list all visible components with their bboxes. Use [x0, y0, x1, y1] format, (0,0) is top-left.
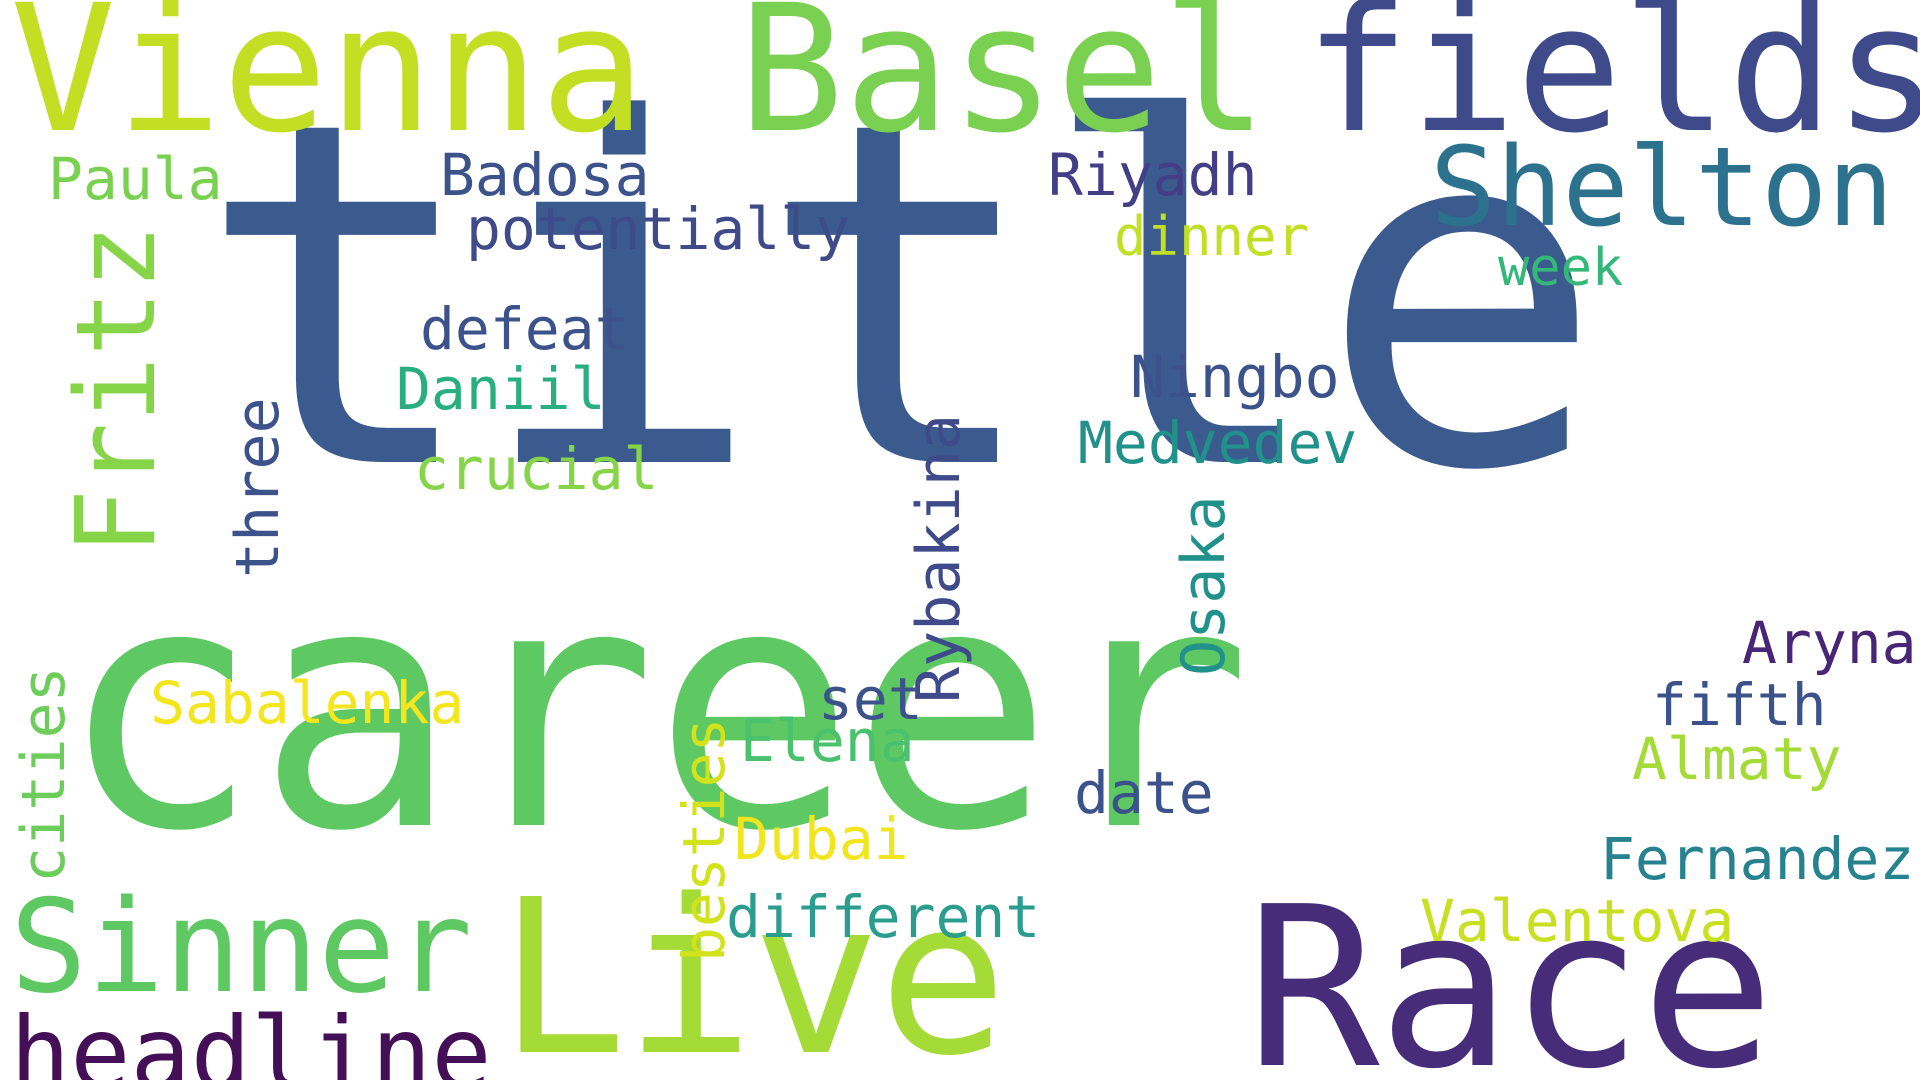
word-different: different	[726, 883, 1041, 951]
word-vienna: Vienna	[10, 0, 646, 172]
word-fields: fields	[1304, 0, 1920, 172]
word-potentially: potentially	[466, 195, 851, 263]
word-sinner: Sinner	[10, 873, 473, 1022]
word-riyadh: Riyadh	[1048, 141, 1258, 209]
word-headline: headline	[10, 995, 492, 1080]
word-live: Live	[498, 854, 1007, 1080]
word-paula: Paula	[48, 145, 223, 213]
word-basel: Basel	[738, 0, 1268, 172]
word-medvedev: Medvedev	[1078, 409, 1358, 477]
word-race: Race	[1246, 860, 1775, 1080]
word-ningbo: Ningbo	[1130, 343, 1340, 411]
word-crucial: crucial	[414, 435, 659, 503]
word-fernandez: Fernandez	[1600, 825, 1915, 893]
word-osaka: Osaka	[1169, 495, 1239, 676]
word-almaty: Almaty	[1632, 725, 1842, 793]
word-defeat: defeat	[420, 295, 630, 363]
word-fritz: Fritz	[52, 223, 180, 555]
word-sabalenka: Sabalenka	[150, 669, 465, 737]
word-elena: Elena	[740, 707, 915, 775]
word-valentova: Valentova	[1420, 887, 1735, 955]
word-dubai: Dubai	[734, 805, 909, 873]
word-set: set	[818, 665, 923, 733]
word-rybakina: Rybakina	[904, 414, 974, 703]
word-week: week	[1498, 238, 1624, 298]
word-date: date	[1074, 759, 1214, 827]
word-title: title	[196, 21, 1605, 575]
word-shelton: Shelton	[1430, 123, 1894, 251]
word-aryna: Aryna	[1742, 609, 1917, 677]
word-three: three	[223, 397, 293, 578]
word-dinner: dinner	[1114, 205, 1310, 268]
word-badosa: Badosa	[440, 141, 650, 209]
word-career: career	[58, 514, 1252, 905]
word-daniil: Daniil	[396, 355, 606, 423]
word-fifth: fifth	[1652, 671, 1827, 739]
word-cities: cities	[9, 666, 79, 883]
